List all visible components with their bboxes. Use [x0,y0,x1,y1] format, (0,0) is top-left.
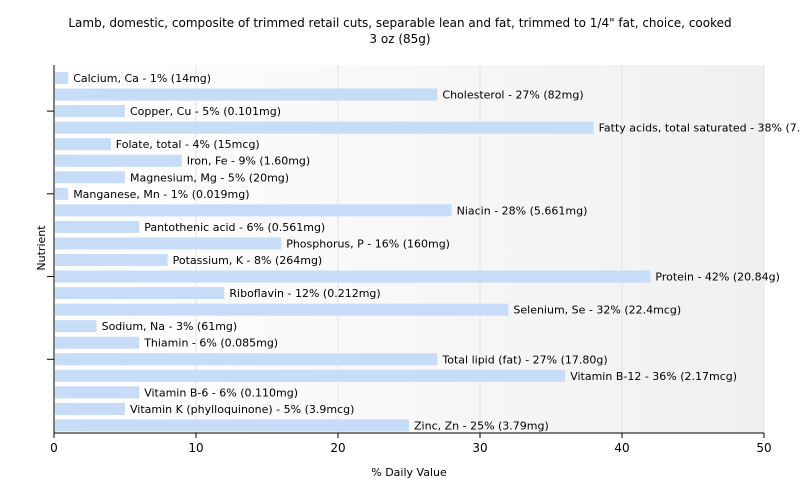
bar [55,72,69,84]
bar-label: Riboflavin - 12% (0.212mg) [229,287,380,300]
bar [55,237,282,250]
bar-label: Thiamin - 6% (0.085mg) [143,337,278,350]
x-tick-label: 10 [188,441,203,455]
bar [55,204,452,217]
bar-label: Phosphorus, P - 16% (160mg) [286,237,450,250]
axes: 0 10 20 30 40 50 [47,65,772,455]
bar-label: Pantothenic acid - 6% (0.561mg) [144,221,325,234]
bar-label: Copper, Cu - 5% (0.101mg) [130,105,281,118]
y-axis-title: Nutrient [35,225,48,271]
bar [55,369,566,382]
bar [55,386,140,399]
x-axis-title: % Daily Value [371,466,447,479]
bar-labels: Calcium, Ca - 1% (14mg) Cholesterol - 27%… [73,72,800,432]
bar [55,254,168,266]
x-tick-label: 50 [756,441,771,455]
chart-title-line-1: Lamb, domestic, composite of trimmed ret… [68,16,732,30]
bar-label: Fatty acids, total saturated - 38% (7.50… [599,122,800,135]
x-tick-label: 0 [50,441,58,455]
bar [55,320,97,333]
bar-label: Sodium, Na - 3% (61mg) [102,320,238,333]
bar-label: Calcium, Ca - 1% (14mg) [73,72,211,85]
chart-title: Lamb, domestic, composite of trimmed ret… [0,15,800,47]
bars [55,72,651,432]
bar [55,154,182,167]
bar [55,220,140,233]
bar-label: Selenium, Se - 32% (22.4mcg) [513,304,681,317]
bar-label: Vitamin B-6 - 6% (0.110mg) [144,386,298,399]
bar [55,88,438,101]
bar-label: Zinc, Zn - 25% (3.79mg) [414,419,549,432]
bar [55,353,438,366]
bar [55,138,111,151]
bar [55,419,409,432]
bar-label: Vitamin B-12 - 36% (2.17mcg) [570,370,737,383]
bar [55,402,125,415]
bar [55,171,125,184]
bar [55,336,140,349]
bar [55,105,125,118]
bar-label: Magnesium, Mg - 5% (20mg) [130,171,289,184]
bar-label: Vitamin K (phylloquinone) - 5% (3.9mcg) [130,403,354,416]
bar-label: Potassium, K - 8% (264mg) [173,254,323,267]
x-tick-label: 20 [330,441,345,455]
bar-label: Iron, Fe - 9% (1.60mg) [187,155,310,168]
bar [55,287,225,300]
bar-label: Cholesterol - 27% (82mg) [442,89,583,102]
bar [55,303,509,316]
bar [55,187,69,200]
x-tick-label: 40 [614,441,629,455]
x-tick-label: 30 [472,441,487,455]
bar-label: Manganese, Mn - 1% (0.019mg) [73,188,249,201]
bar-label: Folate, total - 4% (15mcg) [116,138,260,151]
bar-label: Protein - 42% (20.84g) [655,271,780,284]
bar [55,270,651,283]
bar [55,121,594,134]
bar-label: Total lipid (fat) - 27% (17.80g) [441,353,607,366]
bar-label: Niacin - 28% (5.661mg) [457,204,588,217]
chart-title-line-2: 3 oz (85g) [369,32,431,46]
